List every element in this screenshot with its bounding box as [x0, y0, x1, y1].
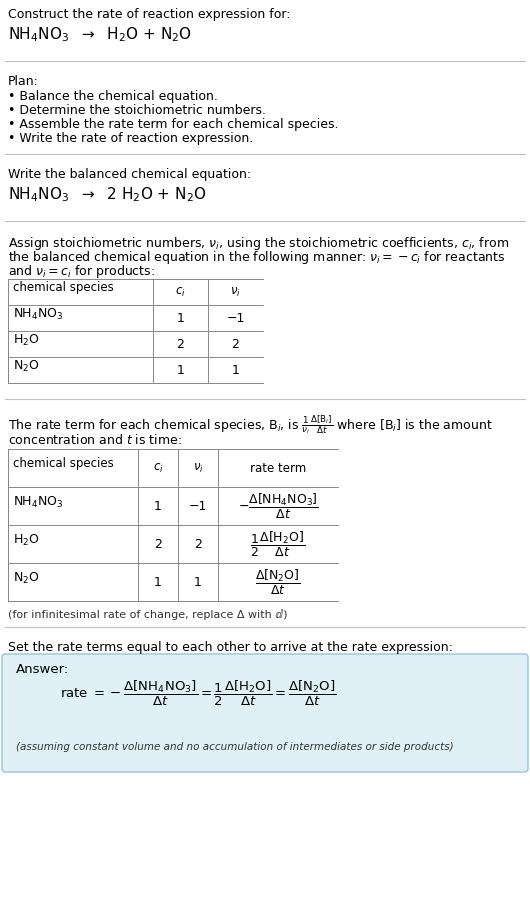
Text: The rate term for each chemical species, B$_i$, is $\frac{1}{\nu_i}\frac{\Delta[: The rate term for each chemical species,… [8, 413, 493, 436]
Text: 2: 2 [154, 538, 162, 551]
Text: 1: 1 [154, 500, 162, 512]
Text: 1: 1 [176, 311, 184, 325]
Text: and $\nu_i = c_i$ for products:: and $\nu_i = c_i$ for products: [8, 263, 155, 280]
Text: $-\dfrac{\Delta[\mathrm{NH_4NO_3}]}{\Delta t}$: $-\dfrac{\Delta[\mathrm{NH_4NO_3}]}{\Del… [237, 491, 319, 521]
Text: NH$_4$NO$_3$  $\rightarrow$  2 H$_2$O + N$_2$O: NH$_4$NO$_3$ $\rightarrow$ 2 H$_2$O + N$… [8, 185, 207, 204]
Text: −1: −1 [189, 500, 207, 512]
Text: 2: 2 [194, 538, 202, 551]
Text: chemical species: chemical species [13, 458, 114, 470]
Text: N$_2$O: N$_2$O [13, 359, 40, 373]
Text: $c_i$: $c_i$ [175, 286, 186, 298]
Text: Assign stoichiometric numbers, $\nu_i$, using the stoichiometric coefficients, $: Assign stoichiometric numbers, $\nu_i$, … [8, 235, 509, 252]
Text: Answer:: Answer: [16, 663, 69, 676]
Text: Set the rate terms equal to each other to arrive at the rate expression:: Set the rate terms equal to each other t… [8, 641, 453, 654]
Text: $c_i$: $c_i$ [153, 461, 163, 474]
FancyBboxPatch shape [2, 654, 528, 772]
Text: • Assemble the rate term for each chemical species.: • Assemble the rate term for each chemic… [8, 118, 339, 131]
Text: 2: 2 [176, 338, 184, 350]
Text: • Determine the stoichiometric numbers.: • Determine the stoichiometric numbers. [8, 104, 266, 117]
Text: the balanced chemical equation in the following manner: $\nu_i = -c_i$ for react: the balanced chemical equation in the fo… [8, 249, 506, 266]
Text: concentration and $t$ is time:: concentration and $t$ is time: [8, 433, 182, 447]
Text: NH$_4$NO$_3$  $\rightarrow$  H$_2$O + N$_2$O: NH$_4$NO$_3$ $\rightarrow$ H$_2$O + N$_2… [8, 25, 192, 44]
Text: −1: −1 [226, 311, 245, 325]
Text: N$_2$O: N$_2$O [13, 571, 40, 585]
Text: 1: 1 [154, 575, 162, 589]
Text: • Balance the chemical equation.: • Balance the chemical equation. [8, 90, 218, 103]
Text: $\dfrac{\Delta[\mathrm{N_2O}]}{\Delta t}$: $\dfrac{\Delta[\mathrm{N_2O}]}{\Delta t}… [255, 568, 301, 596]
Text: • Write the rate of reaction expression.: • Write the rate of reaction expression. [8, 132, 253, 145]
Text: 2: 2 [232, 338, 240, 350]
Text: chemical species: chemical species [13, 281, 114, 295]
Text: 1: 1 [194, 575, 202, 589]
Text: $\dfrac{1}{2}\dfrac{\Delta[\mathrm{H_2O}]}{\Delta t}$: $\dfrac{1}{2}\dfrac{\Delta[\mathrm{H_2O}… [251, 530, 306, 559]
Text: H$_2$O: H$_2$O [13, 532, 40, 548]
Text: Write the balanced chemical equation:: Write the balanced chemical equation: [8, 168, 251, 181]
Text: NH$_4$NO$_3$: NH$_4$NO$_3$ [13, 494, 64, 510]
Text: 1: 1 [232, 363, 240, 377]
Text: NH$_4$NO$_3$: NH$_4$NO$_3$ [13, 307, 64, 321]
Text: Construct the rate of reaction expression for:: Construct the rate of reaction expressio… [8, 8, 290, 21]
Text: H$_2$O: H$_2$O [13, 332, 40, 348]
Text: 1: 1 [176, 363, 184, 377]
Text: rate $= -\dfrac{\Delta[\mathrm{NH_4NO_3}]}{\Delta t} = \dfrac{1}{2}\dfrac{\Delta: rate $= -\dfrac{\Delta[\mathrm{NH_4NO_3}… [60, 678, 336, 708]
Text: (for infinitesimal rate of change, replace Δ with ⅆ): (for infinitesimal rate of change, repla… [8, 609, 287, 620]
Text: (assuming constant volume and no accumulation of intermediates or side products): (assuming constant volume and no accumul… [16, 742, 454, 752]
Text: Plan:: Plan: [8, 75, 39, 88]
Text: rate term: rate term [250, 461, 306, 474]
Text: $\nu_i$: $\nu_i$ [230, 286, 241, 298]
Text: $\nu_i$: $\nu_i$ [192, 461, 204, 474]
